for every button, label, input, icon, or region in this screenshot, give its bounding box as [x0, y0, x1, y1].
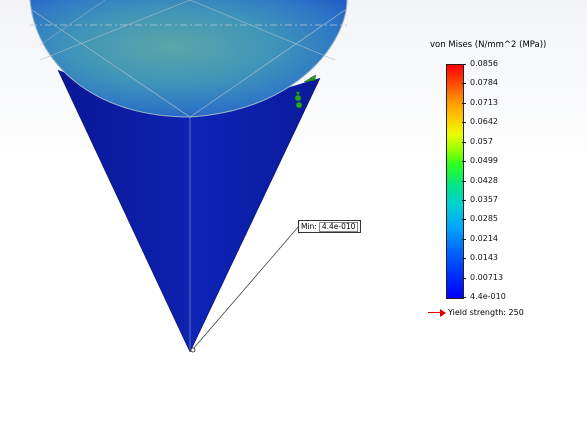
cone-top-cap — [30, 0, 347, 117]
legend-tick — [462, 258, 466, 260]
legend-label: 0.0428 — [470, 175, 498, 185]
yield-strength-label: Yield strength: 250 — [448, 308, 524, 317]
legend-label: 0.0214 — [470, 233, 498, 243]
fixture-icon — [294, 74, 317, 109]
probe-leader-line — [192, 225, 300, 350]
legend-labels: 0.0856 0.0784 0.0713 0.0642 0.057 0.0499… — [470, 59, 550, 305]
legend-tick — [462, 83, 466, 85]
legend-label: 0.057 — [470, 136, 493, 146]
legend-tick — [462, 238, 466, 240]
color-legend-bar — [446, 64, 464, 299]
legend-tick — [462, 64, 466, 65]
legend-label: 0.0285 — [470, 214, 498, 224]
legend-label: 0.0499 — [470, 156, 498, 166]
legend-tick — [462, 161, 466, 163]
legend-tick — [462, 180, 466, 182]
legend-tick — [462, 141, 466, 143]
legend-label: 0.0357 — [470, 194, 498, 204]
legend-tick — [462, 122, 466, 124]
legend-tick — [462, 297, 466, 298]
legend-tick — [462, 219, 466, 221]
legend-label: 0.0784 — [470, 78, 498, 88]
legend-tick — [462, 277, 466, 279]
legend-label: 0.0143 — [470, 253, 498, 263]
legend-label: 0.0713 — [470, 97, 498, 107]
min-value-callout[interactable]: Min: 4.4e-010 — [298, 220, 362, 233]
legend-tick — [462, 102, 466, 104]
legend-tick — [462, 199, 466, 201]
legend-label: 0.0642 — [470, 117, 498, 127]
cap-wireframe — [31, 9, 346, 118]
legend-title: von Mises (N/mm^2 (MPa)) — [430, 40, 547, 50]
legend-label: 4.4e-010 — [470, 292, 506, 301]
legend-label: 0.00713 — [470, 272, 504, 282]
legend-label: 0.0856 — [470, 59, 498, 68]
min-callout-value: 4.4e-010 — [318, 221, 359, 232]
yield-strength-indicator: Yield strength: 250 — [428, 308, 524, 317]
yield-arrow-icon — [428, 308, 446, 317]
min-callout-label: Min: — [301, 222, 317, 231]
probe-point-marker — [190, 347, 196, 353]
